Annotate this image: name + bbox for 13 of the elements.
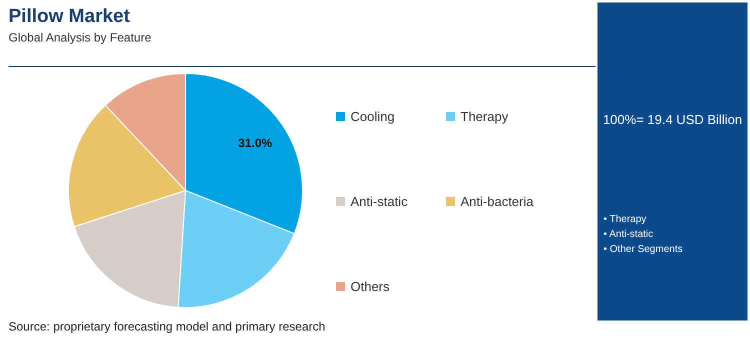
source-note: Source: proprietary forecasting model and primary research xyxy=(8,320,326,334)
data-label: 31.0% xyxy=(238,136,273,150)
legend-label: Anti-static xyxy=(350,194,408,209)
chart-subtitle: Global Analysis by Feature xyxy=(8,30,152,44)
text: • Other Segments xyxy=(604,244,683,255)
legend-label: Others xyxy=(350,279,390,294)
text: • Anti-static xyxy=(604,229,654,240)
legend-label: Cooling xyxy=(350,109,395,124)
chart-title: Pillow Market xyxy=(8,6,131,27)
text: • Therapy xyxy=(604,214,646,225)
legend-label: Anti-bacteria xyxy=(460,194,534,209)
legend-label: Therapy xyxy=(460,109,509,124)
text: 100%= 19.4 USD Billion xyxy=(602,112,742,127)
